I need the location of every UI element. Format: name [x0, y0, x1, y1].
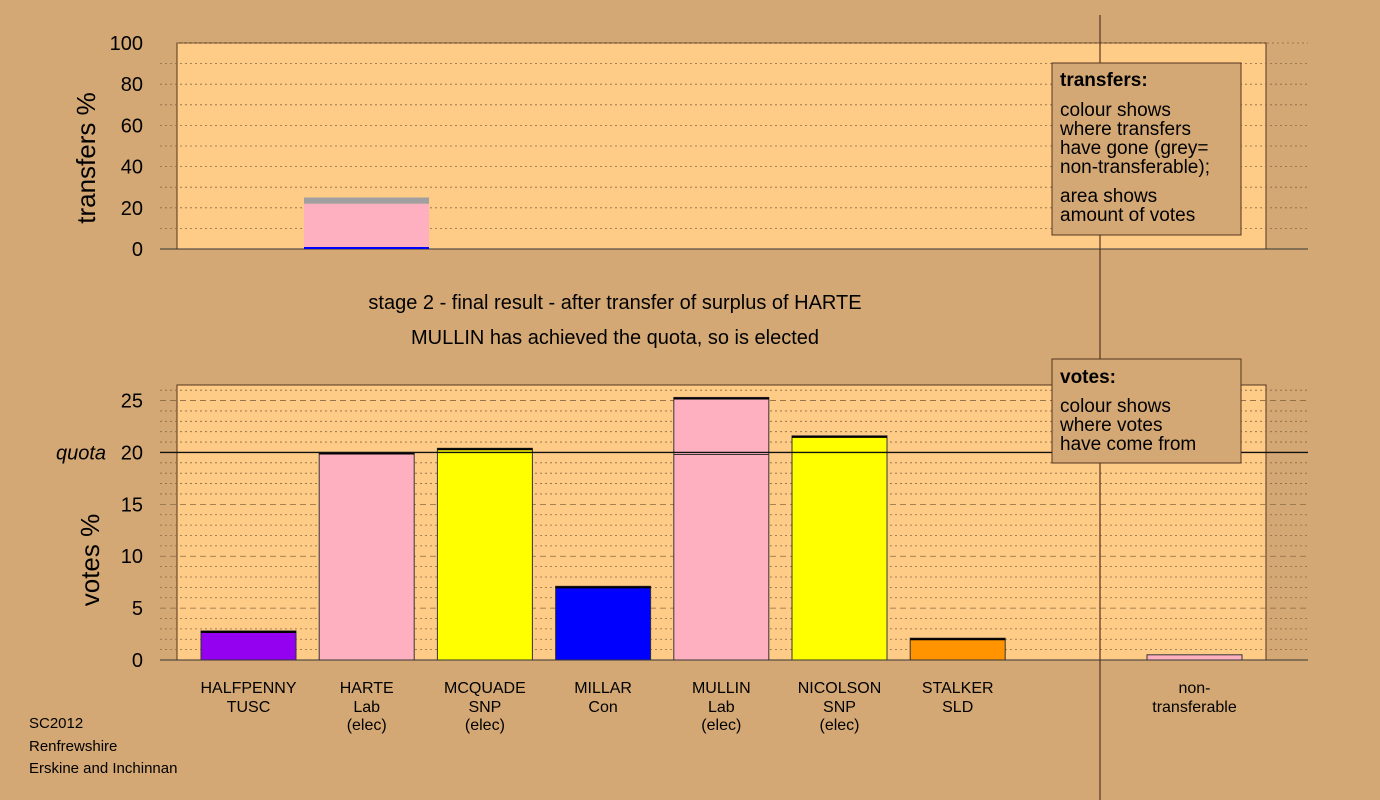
- y-tick-label: 5: [132, 598, 143, 620]
- footer-election: SC2012: [29, 715, 83, 732]
- transfers-axis-title: transfers %: [71, 92, 101, 224]
- candidate-party: Lab: [353, 699, 380, 716]
- transfers-legend-line: area shows: [1060, 186, 1157, 207]
- candidate-party: SNP: [823, 699, 856, 716]
- votes-legend-title: votes:: [1060, 367, 1116, 388]
- candidate-name: HALFPENNY: [200, 680, 296, 697]
- candidate-name: STALKER: [922, 680, 994, 697]
- y-tick-label: 20: [121, 442, 143, 464]
- votes-legend-box: [1051, 358, 1242, 464]
- votes-legend-line: have come from: [1060, 434, 1196, 455]
- transfers-legend-line: amount of votes: [1060, 205, 1195, 226]
- transfers-legend-title: transfers:: [1060, 70, 1148, 91]
- vote-bar: [910, 638, 1006, 660]
- votes-y-ticks: 0 5 10 15 20 25 quota: [56, 391, 143, 672]
- y-tick-label: 40: [121, 157, 143, 179]
- candidate-name: MULLIN: [692, 680, 751, 697]
- transfer-bar: [673, 397, 769, 455]
- transfer-segment: [304, 203, 429, 247]
- nontransferable-label: non-: [1178, 680, 1210, 697]
- candidate-status: (elec): [465, 717, 505, 734]
- y-tick-label: 10: [121, 546, 143, 568]
- y-tick-label: 20: [121, 198, 143, 220]
- candidate-party: Con: [588, 699, 617, 716]
- candidate-name: HARTE: [340, 680, 394, 697]
- footer-council: Renfrewshire: [29, 738, 117, 755]
- vote-bar: [319, 452, 415, 660]
- votes-bars: [160, 396, 1308, 661]
- candidate-name: MILLAR: [574, 680, 632, 697]
- transfers-legend: transfers: colour shows where transfers …: [1051, 62, 1242, 236]
- vote-bar: [673, 454, 769, 660]
- transfers-legend-line: colour shows: [1060, 100, 1171, 121]
- vote-bar: [555, 586, 651, 660]
- candidate-status: (elec): [347, 717, 387, 734]
- votes-legend-line: where votes: [1059, 415, 1162, 436]
- candidate-party: SLD: [942, 699, 973, 716]
- votes-legend: votes: colour shows where votes have com…: [1051, 358, 1242, 464]
- votes-axis-title: votes %: [75, 514, 105, 607]
- transfers-legend-line: have gone (grey=: [1060, 138, 1208, 159]
- y-tick-label: 25: [121, 391, 143, 413]
- y-tick-label: 60: [121, 115, 143, 137]
- candidate-status: (elec): [701, 717, 741, 734]
- candidate-party: Lab: [708, 699, 735, 716]
- transfers-legend-line: non-transferable);: [1060, 157, 1210, 178]
- candidate-status: (elec): [819, 717, 859, 734]
- transfers-y-ticks: 0 20 40 60 80 100: [110, 33, 143, 261]
- y-tick-label: 15: [121, 494, 143, 516]
- nontransferable-label: transferable: [1152, 699, 1237, 716]
- y-tick-label: 0: [132, 239, 143, 261]
- result-caption: MULLIN has achieved the quota, so is ele…: [411, 327, 819, 349]
- candidate-party: TUSC: [227, 699, 271, 716]
- vote-bar: [437, 448, 533, 660]
- quota-label: quota: [56, 442, 106, 464]
- y-tick-label: 100: [110, 33, 143, 55]
- footer-ward: Erskine and Inchinnan: [29, 760, 177, 777]
- transfer-segment: [304, 197, 429, 204]
- votes-legend-line: colour shows: [1060, 396, 1171, 417]
- stage-caption: stage 2 - final result - after transfer …: [368, 292, 861, 314]
- transfers-legend-line: where transfers: [1059, 119, 1191, 140]
- candidate-name: NICOLSON: [798, 680, 882, 697]
- nontransferable-bar: [1146, 654, 1243, 661]
- y-tick-label: 80: [121, 74, 143, 96]
- transfers-bars: [304, 197, 429, 249]
- y-tick-label: 0: [132, 650, 143, 672]
- candidate-labels: HALFPENNYTUSCHARTELab(elec)MCQUADESNP(el…: [200, 680, 1236, 734]
- candidate-party: SNP: [468, 699, 501, 716]
- candidate-name: MCQUADE: [444, 680, 526, 697]
- transfer-segment: [304, 246, 429, 249]
- transfers-legend-box: [1051, 62, 1242, 236]
- vote-bar: [201, 630, 296, 660]
- vote-bar: [792, 435, 887, 660]
